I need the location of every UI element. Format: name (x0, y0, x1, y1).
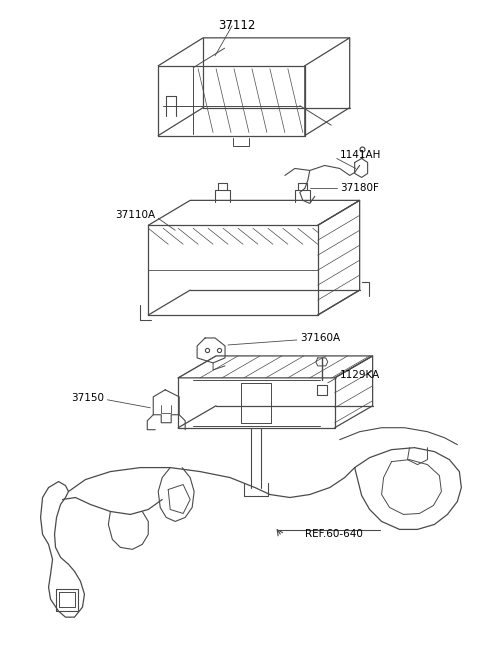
Text: 37110A: 37110A (115, 210, 155, 220)
Text: 37180F: 37180F (340, 183, 379, 193)
Text: 37112: 37112 (218, 19, 256, 32)
Text: 37150: 37150 (72, 393, 104, 403)
Text: 37160A: 37160A (300, 333, 340, 343)
Text: 1141AH: 1141AH (340, 151, 381, 160)
Text: 1129KA: 1129KA (340, 370, 380, 380)
Text: REF.60-640: REF.60-640 (305, 529, 363, 540)
